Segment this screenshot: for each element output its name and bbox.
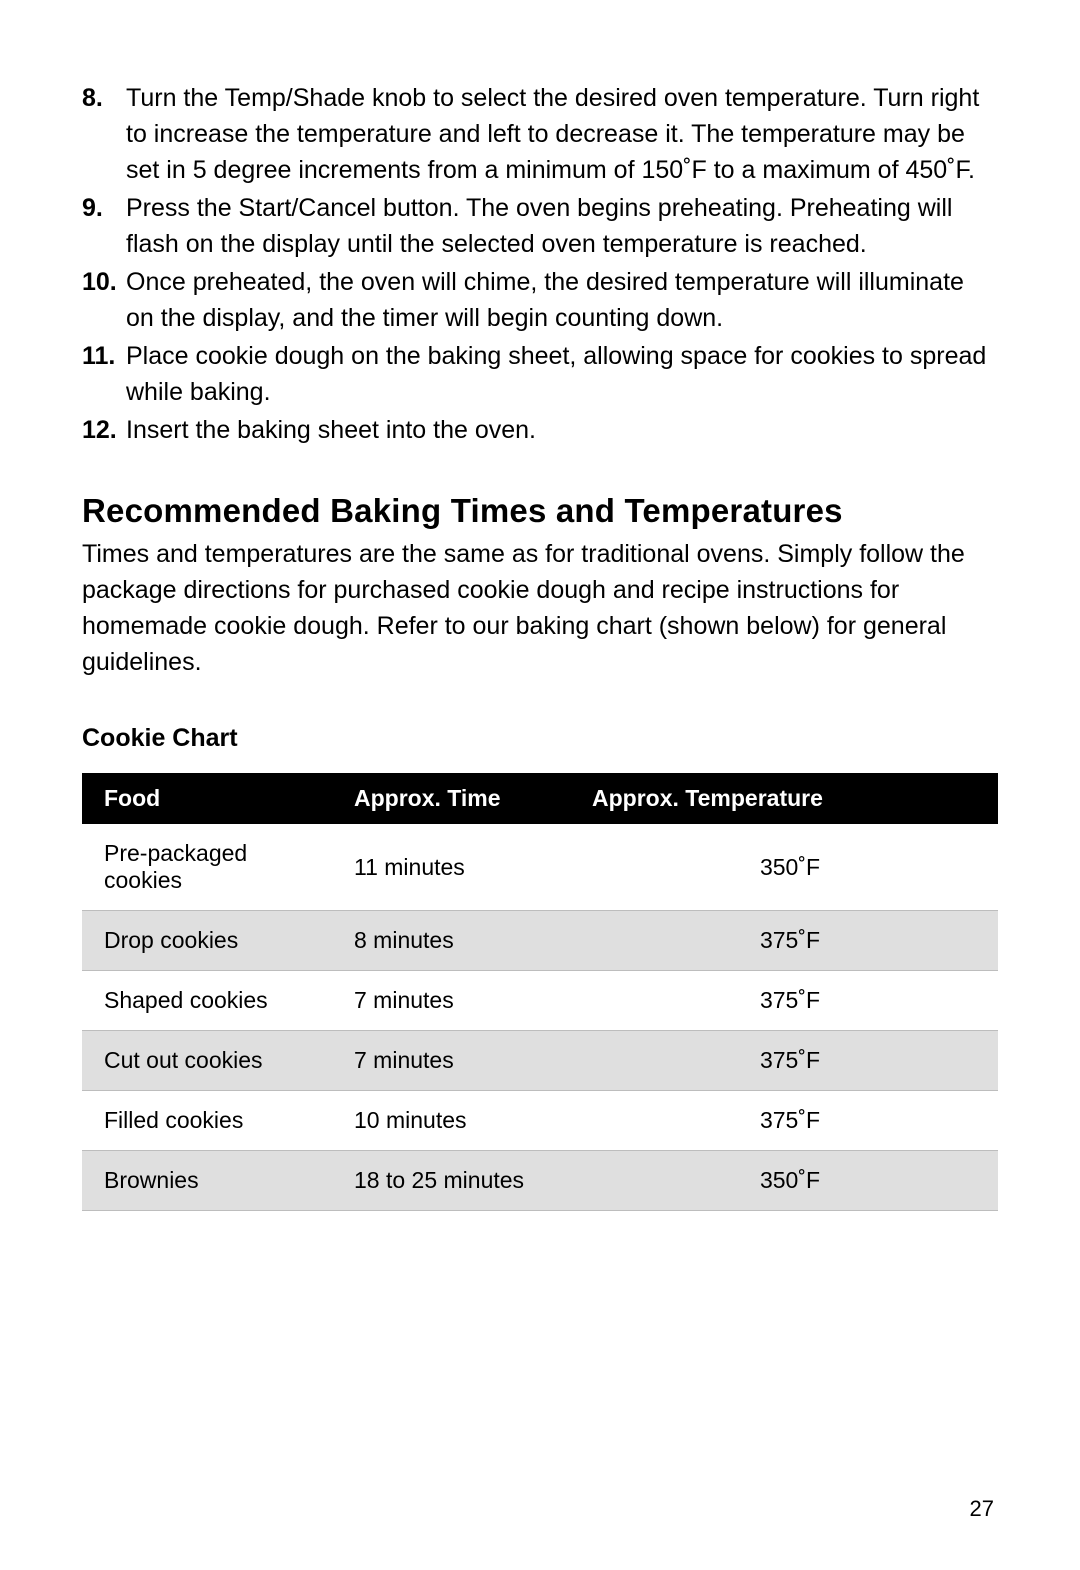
cell-food: Brownies xyxy=(82,1151,332,1211)
cell-temp: 375˚F xyxy=(582,911,998,971)
col-header-time: Approx. Time xyxy=(332,773,582,824)
cell-time: 10 minutes xyxy=(332,1091,582,1151)
instruction-number: 8. xyxy=(82,80,126,116)
cell-temp: 375˚F xyxy=(582,971,998,1031)
cookie-chart-table: Food Approx. Time Approx. Temperature Pr… xyxy=(82,773,998,1211)
instruction-number: 11. xyxy=(82,338,126,374)
instruction-number: 12. xyxy=(82,412,126,448)
cell-food: Drop cookies xyxy=(82,911,332,971)
table-header: Food Approx. Time Approx. Temperature xyxy=(82,773,998,824)
col-header-temp: Approx. Temperature xyxy=(582,773,998,824)
instruction-item: 8. Turn the Temp/Shade knob to select th… xyxy=(82,80,998,188)
table-body: Pre-packaged cookies 11 minutes 350˚F Dr… xyxy=(82,824,998,1211)
cell-temp: 375˚F xyxy=(582,1091,998,1151)
page-number: 27 xyxy=(970,1496,994,1522)
table-row: Brownies 18 to 25 minutes 350˚F xyxy=(82,1151,998,1211)
table-row: Cut out cookies 7 minutes 375˚F xyxy=(82,1031,998,1091)
instruction-text: Insert the baking sheet into the oven. xyxy=(126,412,998,448)
instruction-list: 8. Turn the Temp/Shade knob to select th… xyxy=(82,80,998,448)
instruction-item: 9. Press the Start/Cancel button. The ov… xyxy=(82,190,998,262)
instruction-number: 9. xyxy=(82,190,126,226)
instruction-item: 10. Once preheated, the oven will chime,… xyxy=(82,264,998,336)
cell-food: Cut out cookies xyxy=(82,1031,332,1091)
cell-temp: 350˚F xyxy=(582,1151,998,1211)
instruction-text: Once preheated, the oven will chime, the… xyxy=(126,264,998,336)
instruction-text: Turn the Temp/Shade knob to select the d… xyxy=(126,80,998,188)
section-title: Recommended Baking Times and Temperature… xyxy=(82,492,998,530)
page-root: 8. Turn the Temp/Shade knob to select th… xyxy=(0,0,1080,1570)
cell-time: 8 minutes xyxy=(332,911,582,971)
chart-title: Cookie Chart xyxy=(82,724,998,753)
cell-time: 7 minutes xyxy=(332,1031,582,1091)
cell-time: 18 to 25 minutes xyxy=(332,1151,582,1211)
instruction-item: 12. Insert the baking sheet into the ove… xyxy=(82,412,998,448)
table-row: Filled cookies 10 minutes 375˚F xyxy=(82,1091,998,1151)
instruction-text: Place cookie dough on the baking sheet, … xyxy=(126,338,998,410)
cell-temp: 375˚F xyxy=(582,1031,998,1091)
table-row: Pre-packaged cookies 11 minutes 350˚F xyxy=(82,824,998,911)
instruction-item: 11. Place cookie dough on the baking she… xyxy=(82,338,998,410)
col-header-food: Food xyxy=(82,773,332,824)
instruction-number: 10. xyxy=(82,264,126,300)
cell-food: Shaped cookies xyxy=(82,971,332,1031)
cell-time: 7 minutes xyxy=(332,971,582,1031)
cell-food: Filled cookies xyxy=(82,1091,332,1151)
cell-time: 11 minutes xyxy=(332,824,582,911)
table-row: Drop cookies 8 minutes 375˚F xyxy=(82,911,998,971)
cell-temp: 350˚F xyxy=(582,824,998,911)
table-row: Shaped cookies 7 minutes 375˚F xyxy=(82,971,998,1031)
section-intro: Times and temperatures are the same as f… xyxy=(82,536,998,680)
instruction-text: Press the Start/Cancel button. The oven … xyxy=(126,190,998,262)
cell-food: Pre-packaged cookies xyxy=(82,824,332,911)
